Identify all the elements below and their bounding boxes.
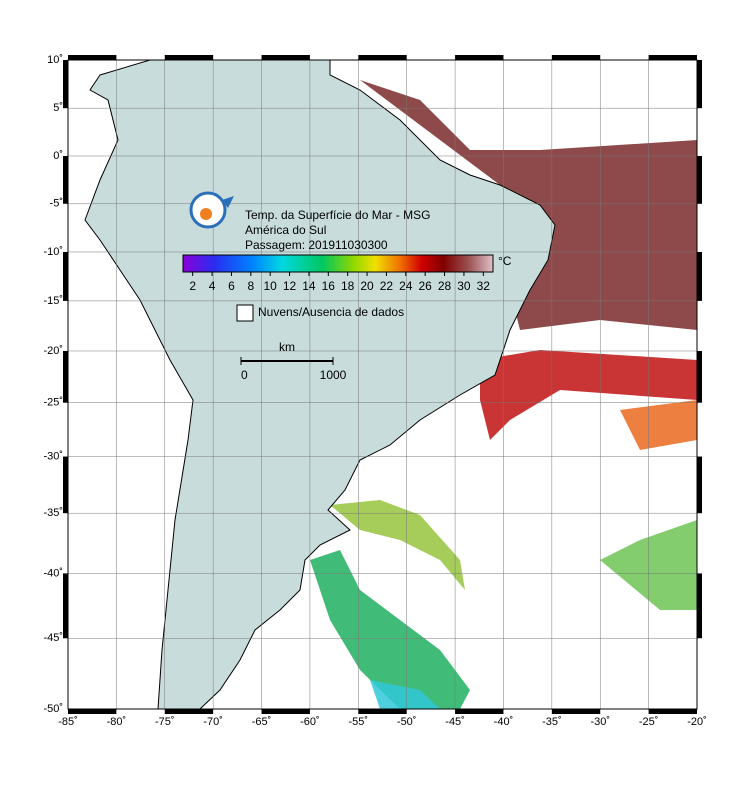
map-area: [68, 60, 697, 709]
lat-tick-label: -5˚: [50, 198, 63, 210]
frame-bar: [455, 55, 504, 60]
lon-tick-label: -55˚: [349, 716, 369, 728]
logo-arrow: [222, 196, 234, 208]
frame-bar: [68, 709, 117, 714]
lat-tick-label: -50˚: [43, 703, 63, 715]
frame-bar: [63, 60, 68, 109]
lon-tick-label: -40˚: [494, 716, 514, 728]
lat-tick-label: -30˚: [43, 450, 63, 462]
colorbar-tick-label: 18: [341, 279, 355, 293]
lon-tick-label: -85˚: [58, 716, 78, 728]
frame-bar: [63, 456, 68, 514]
colorbar-tick-label: 28: [438, 279, 452, 293]
frame-bar: [63, 573, 68, 639]
title-line: Temp. da Superfície do Mar - MSG: [245, 208, 430, 222]
frame-bar: [63, 350, 68, 403]
graticule: [68, 60, 697, 709]
lat-tick-label: -25˚: [43, 397, 63, 409]
sst-cool: [310, 550, 470, 709]
colorbar-tick-label: 10: [264, 279, 278, 293]
frame-bar: [261, 55, 310, 60]
colorbar-tick-label: 20: [360, 279, 374, 293]
lon-tick-label: -30˚: [590, 716, 610, 728]
colorbar-tick-label: 8: [247, 279, 254, 293]
colorbar-tick-label: 12: [283, 279, 297, 293]
lat-tick-label: 10˚: [47, 54, 63, 66]
sst-orange: [620, 400, 697, 450]
legend-swatch: [236, 304, 254, 322]
scale-unit: km: [279, 340, 295, 354]
colorbar-tick-label: 22: [380, 279, 394, 293]
lat-tick-label: -45˚: [43, 632, 63, 644]
frame-bar: [63, 251, 68, 301]
lon-tick-label: -75˚: [155, 716, 175, 728]
lon-tick-label: -45˚: [445, 716, 465, 728]
colorbar-tick-label: 32: [477, 279, 491, 293]
colorbar-tick-label: 26: [419, 279, 433, 293]
colorbar: [182, 254, 494, 273]
frame-bar: [164, 55, 214, 60]
frame-bar: [63, 155, 68, 204]
lat-tick-label: -35˚: [43, 507, 63, 519]
sst-cold: [370, 680, 440, 709]
frame-bar: [358, 709, 407, 714]
frame-bar: [697, 60, 702, 109]
scale-tick-label: 1000: [320, 368, 347, 382]
frame-bar: [68, 55, 117, 60]
lon-tick-label: -25˚: [639, 716, 659, 728]
frame-bar: [697, 251, 702, 301]
colorbar-tick-label: 16: [322, 279, 336, 293]
frame-bar: [697, 573, 702, 639]
sst-hot: [480, 350, 697, 440]
frame-bar: [551, 55, 601, 60]
colorbar-tick-label: 30: [457, 279, 471, 293]
lon-tick-label: -70˚: [203, 716, 223, 728]
frame-bar: [697, 350, 702, 403]
lon-tick-label: -35˚: [542, 716, 562, 728]
colorbar-unit: °C: [498, 254, 512, 268]
title-line: Passagem: 201911030300: [245, 238, 388, 252]
frame-bar: [697, 155, 702, 204]
lat-tick-label: -10˚: [43, 246, 63, 258]
colorbar-tick-label: 2: [189, 279, 196, 293]
lat-tick-label: 5˚: [53, 102, 63, 114]
colorbar-tick-label: 24: [399, 279, 413, 293]
lat-tick-label: -20˚: [43, 345, 63, 357]
title-line: América do Sul: [245, 223, 326, 237]
lon-tick-label: -80˚: [107, 716, 127, 728]
frame-bar: [551, 709, 601, 714]
frame-bar: [697, 456, 702, 514]
sst-mixed: [330, 500, 465, 590]
frame-bar: [164, 709, 214, 714]
frame-bar: [455, 709, 504, 714]
frame-bar: [261, 709, 310, 714]
frame-bar: [648, 55, 697, 60]
lat-tick-label: -15˚: [43, 295, 63, 307]
logo: [189, 191, 234, 229]
lon-tick-label: -60˚: [300, 716, 320, 728]
lat-tick-label: 0˚: [53, 150, 63, 162]
scale-tick-label: 0: [241, 368, 248, 382]
lat-tick-label: -40˚: [43, 567, 63, 579]
colorbar-tick-label: 4: [209, 279, 216, 293]
colorbar-tick-label: 6: [228, 279, 235, 293]
frame-bar: [358, 55, 407, 60]
legend-label: Nuvens/Ausencia de dados: [258, 305, 404, 319]
lon-tick-label: -20˚: [687, 716, 707, 728]
lon-tick-label: -50˚: [397, 716, 417, 728]
frame-bar: [648, 709, 697, 714]
lon-tick-label: -65˚: [252, 716, 272, 728]
logo-dot: [200, 208, 212, 220]
colorbar-tick-label: 14: [302, 279, 316, 293]
